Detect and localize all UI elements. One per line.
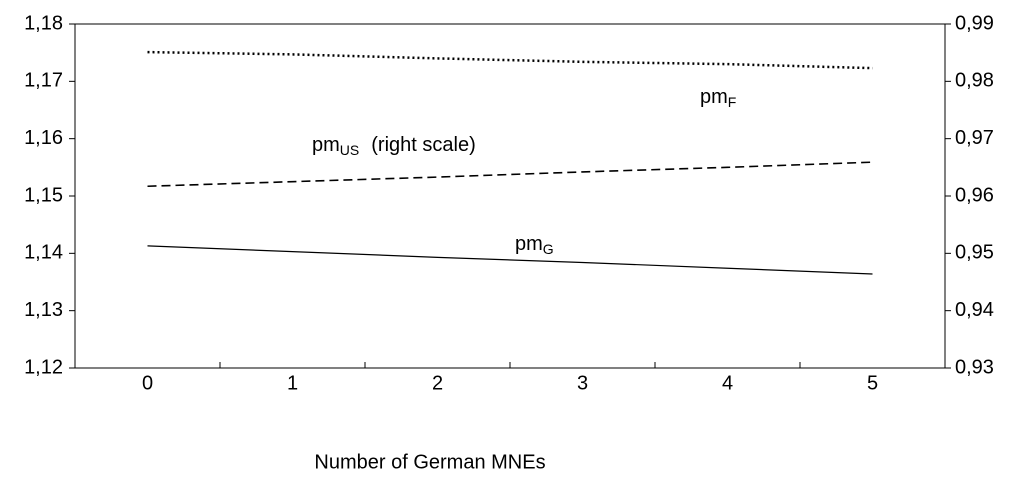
x-tick-label: 2: [432, 372, 443, 394]
x-tick-label: 3: [577, 372, 588, 394]
y2-tick-label: 0,97: [955, 127, 994, 149]
x-axis-label: Number of German MNEs: [314, 451, 545, 473]
y2-tick-label: 0,93: [955, 356, 994, 378]
series-label: pmF: [700, 86, 736, 109]
series-label: pmUS (right scale): [312, 134, 476, 157]
series-line: [147, 50, 873, 70]
series-label: pmG: [515, 233, 554, 256]
y-tick-label: 1,17: [24, 70, 63, 92]
y2-tick-label: 0,95: [955, 242, 994, 264]
series-label-name: pm: [312, 134, 340, 156]
y-tick-label: 1,12: [24, 356, 63, 378]
x-tick-label: 0: [142, 372, 153, 394]
y-tick-label: 1,16: [24, 127, 63, 149]
series-label-name: pm: [515, 233, 543, 255]
y2-tick-label: 0,96: [955, 184, 994, 206]
series-line: [147, 161, 873, 188]
series-label-note: (right scale): [371, 134, 475, 156]
x-tick-label: 5: [867, 372, 878, 394]
y-tick-label: 1,14: [24, 242, 63, 264]
y-tick-label: 1,15: [24, 184, 63, 206]
y-tick-label: 1,18: [24, 12, 63, 34]
series-label-subscript: US: [340, 142, 359, 158]
y2-tick-label: 0,99: [955, 12, 994, 34]
series-label-name: pm: [700, 86, 728, 108]
series-label-subscript: F: [728, 94, 737, 110]
series-label-subscript: G: [543, 241, 554, 257]
y-tick-label: 1,13: [24, 299, 63, 321]
plot-frame: [74, 23, 946, 369]
series-line: [147, 245, 873, 275]
x-tick-label: 4: [722, 372, 733, 394]
x-tick-label: 1: [287, 372, 298, 394]
y2-tick-label: 0,98: [955, 70, 994, 92]
y2-tick-label: 0,94: [955, 299, 994, 321]
